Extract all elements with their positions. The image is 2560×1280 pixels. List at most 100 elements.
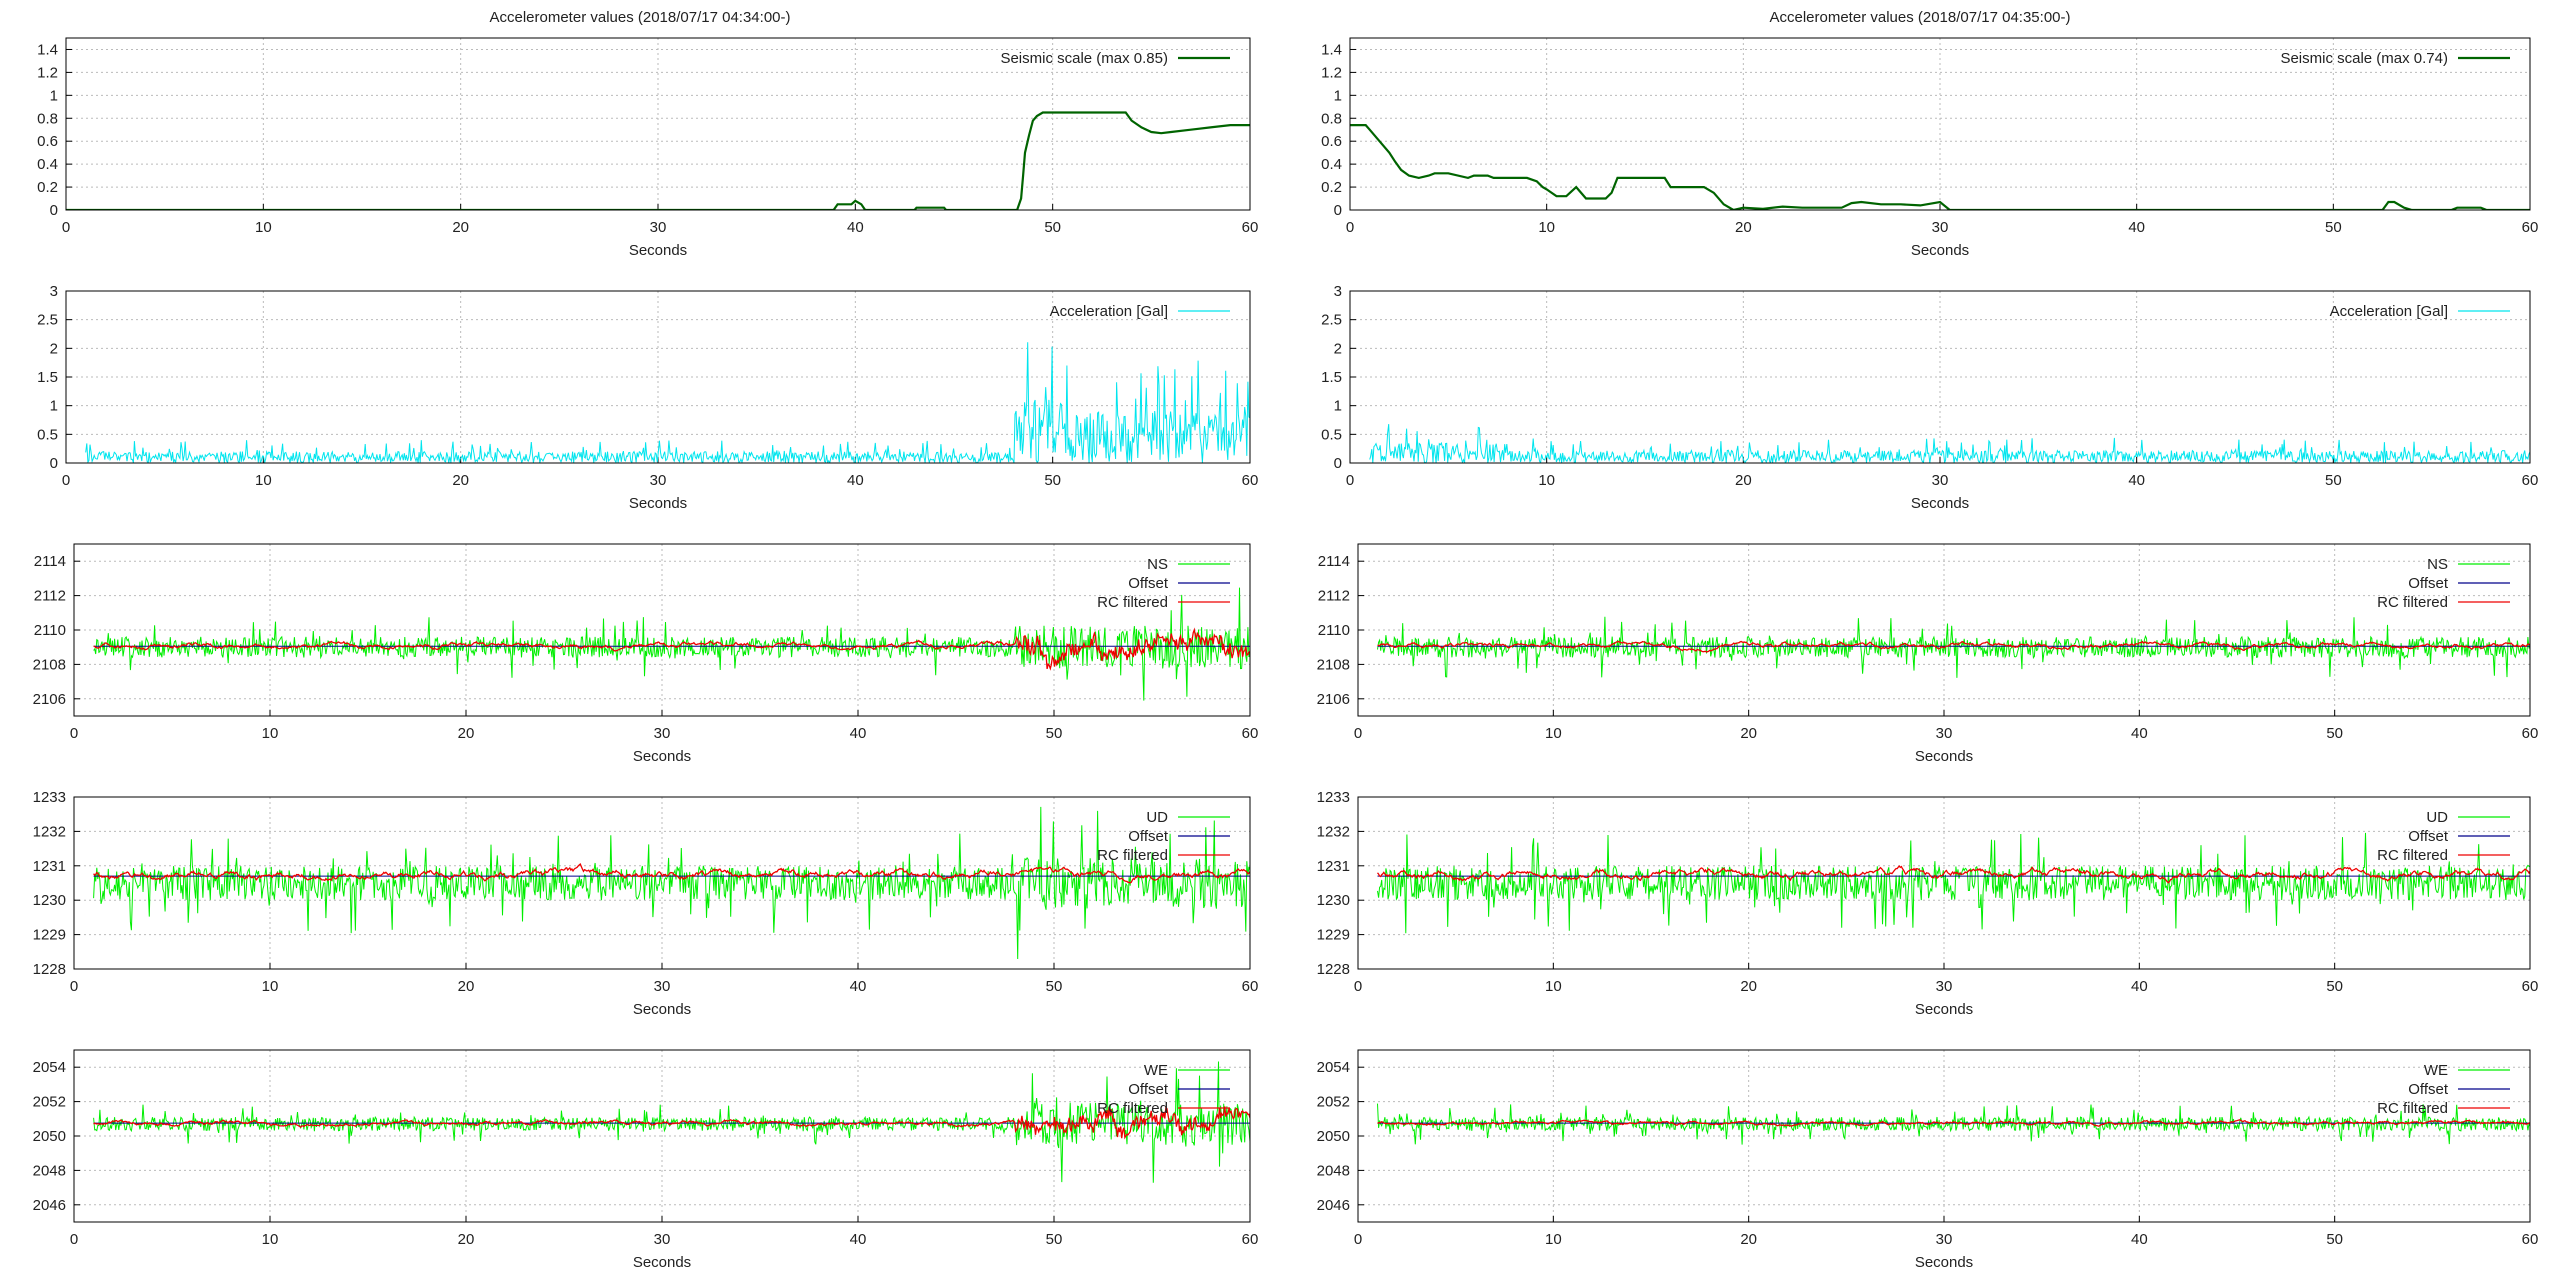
chart-panel-seismic-1: 0 10 20 30 40 50 60 0 0.2 0.4 0.6 0.8 1 1.2 1.4 Seconds…	[1321, 37, 2538, 259]
series-line-ns	[1377, 616, 2530, 678]
y-tick-label: 0.8	[1321, 110, 1342, 127]
y-tick-label: 0.6	[1321, 133, 1342, 150]
x-tick-label: 30	[654, 978, 671, 995]
y-tick-label: 0.8	[37, 110, 58, 127]
x-tick-label: 40	[850, 978, 867, 995]
x-tick-label: 20	[452, 219, 469, 236]
x-tick-label: 50	[2326, 725, 2343, 742]
x-tick-label: 0	[1346, 472, 1354, 489]
x-tick-label: 30	[654, 1231, 671, 1248]
x-tick-label: 30	[1936, 978, 1953, 995]
x-tick-label: 60	[1242, 725, 1259, 742]
x-tick-label: 60	[2522, 472, 2539, 489]
y-tick-label: 1228	[1317, 961, 1350, 978]
chart-panel-UD-1: 0 10 20 30 40 50 60 1228 1229 1230 1231 1232 1233 Sec…	[1317, 789, 2539, 1018]
x-tick-label: 10	[1545, 725, 1562, 742]
x-tick-label: 30	[1936, 1231, 1953, 1248]
y-tick-label: 2106	[1317, 691, 1350, 708]
y-tick-label: 1.5	[1321, 369, 1342, 386]
y-tick-label: 1	[1334, 87, 1342, 104]
series-line-we	[1377, 1103, 2530, 1145]
legend-label: Offset	[2408, 575, 2449, 592]
x-tick-label: 10	[255, 219, 272, 236]
plot-frame	[73, 543, 1251, 717]
y-tick-label: 2108	[1317, 656, 1350, 673]
y-tick-label: 1233	[33, 789, 66, 806]
chart-panel-acceleration-0: 0 10 20 30 40 50 60 0 0.5 1 1.5 2 2.5 3 Seconds Acceler…	[37, 283, 1258, 512]
y-tick-label: 2110	[1318, 622, 1350, 639]
series-line-ud	[1377, 832, 2530, 934]
y-tick-label: 2110	[34, 622, 66, 639]
x-tick-label: 10	[255, 472, 272, 489]
y-tick-label: 2048	[1317, 1162, 1350, 1179]
x-axis-label: Seconds	[629, 495, 687, 512]
legend-label: RC filtered	[2377, 1100, 2448, 1117]
x-tick-label: 20	[458, 978, 475, 995]
y-tick-label: 2106	[33, 691, 66, 708]
series-line-rc-filtered	[1377, 865, 2530, 884]
x-tick-label: 0	[70, 1231, 78, 1248]
series-line-rc-filtered	[93, 863, 1250, 884]
legend-label: WE	[1144, 1062, 1168, 1079]
y-tick-label: 1229	[33, 927, 66, 944]
plot-frame	[65, 37, 1251, 211]
legend-label: UD	[1146, 809, 1168, 826]
legend-label: Acceleration [Gal]	[1050, 303, 1168, 320]
series-line-rc-filtered	[1377, 1119, 2530, 1127]
y-tick-label: 1231	[33, 858, 66, 875]
y-tick-label: 2.5	[37, 312, 58, 329]
legend-label: NS	[1147, 556, 1168, 573]
x-tick-label: 20	[1735, 472, 1752, 489]
x-tick-label: 10	[1538, 219, 1555, 236]
x-tick-label: 30	[1932, 219, 1949, 236]
series-line-ud	[93, 806, 1250, 960]
y-tick-label: 2	[1334, 340, 1342, 357]
y-tick-label: 2052	[1317, 1094, 1350, 1111]
legend-label: Offset	[2408, 828, 2449, 845]
legend-label: Seismic scale (max 0.85)	[1000, 50, 1168, 67]
chart-panel-WE-1: 0 10 20 30 40 50 60 2046 2048 2050 2052 2054 Seconds…	[1317, 1049, 2538, 1271]
y-tick-label: 2112	[1318, 588, 1350, 605]
chart-panel-WE-0: 0 10 20 30 40 50 60 2046 2048 2050 2052 2054 Seconds…	[33, 1049, 1259, 1271]
x-axis-label: Seconds	[1915, 1001, 1973, 1018]
legend-label: Offset	[1128, 1081, 1169, 1098]
x-tick-label: 60	[1242, 1231, 1259, 1248]
y-tick-label: 0	[50, 455, 58, 472]
x-axis-label: Seconds	[633, 748, 691, 765]
legend-label: RC filtered	[1097, 1100, 1168, 1117]
x-tick-label: 20	[458, 1231, 475, 1248]
legend-label: NS	[2427, 556, 2448, 573]
chart-panel-acceleration-1: 0 10 20 30 40 50 60 0 0.5 1 1.5 2 2.5 3 Seconds Acceler…	[1321, 283, 2538, 512]
y-tick-label: 2046	[33, 1197, 66, 1214]
x-tick-label: 30	[650, 472, 667, 489]
x-axis-label: Seconds	[1915, 748, 1973, 765]
y-tick-label: 2	[50, 340, 58, 357]
y-tick-label: 1.4	[37, 41, 58, 58]
x-tick-label: 10	[262, 978, 279, 995]
x-tick-label: 40	[2131, 1231, 2148, 1248]
y-tick-label: 1.2	[1321, 64, 1342, 81]
series-line-ns	[93, 587, 1250, 701]
y-tick-label: 1229	[1317, 927, 1350, 944]
y-tick-label: 0	[1334, 455, 1342, 472]
y-tick-label: 0	[1334, 202, 1342, 219]
x-tick-label: 0	[1346, 219, 1354, 236]
plot-frame	[65, 290, 1251, 464]
x-tick-label: 50	[1046, 978, 1063, 995]
y-tick-label: 2112	[34, 588, 66, 605]
series-line-rc-filtered	[93, 627, 1250, 671]
x-tick-label: 0	[62, 472, 70, 489]
y-tick-label: 1233	[1317, 789, 1350, 806]
y-tick-label: 1	[1334, 398, 1342, 415]
plot-frame	[73, 796, 1251, 970]
plot-frame	[1349, 37, 2531, 211]
y-tick-label: 2108	[33, 656, 66, 673]
chart-title-right: Accelerometer values (2018/07/17 04:35:0…	[1769, 9, 2071, 26]
x-tick-label: 0	[70, 725, 78, 742]
y-tick-label: 2046	[1317, 1197, 1350, 1214]
series-line-rc-filtered	[93, 1105, 1250, 1140]
y-tick-label: 2114	[34, 553, 66, 570]
legend-label: RC filtered	[1097, 594, 1168, 611]
x-tick-label: 10	[262, 725, 279, 742]
x-tick-label: 20	[458, 725, 475, 742]
